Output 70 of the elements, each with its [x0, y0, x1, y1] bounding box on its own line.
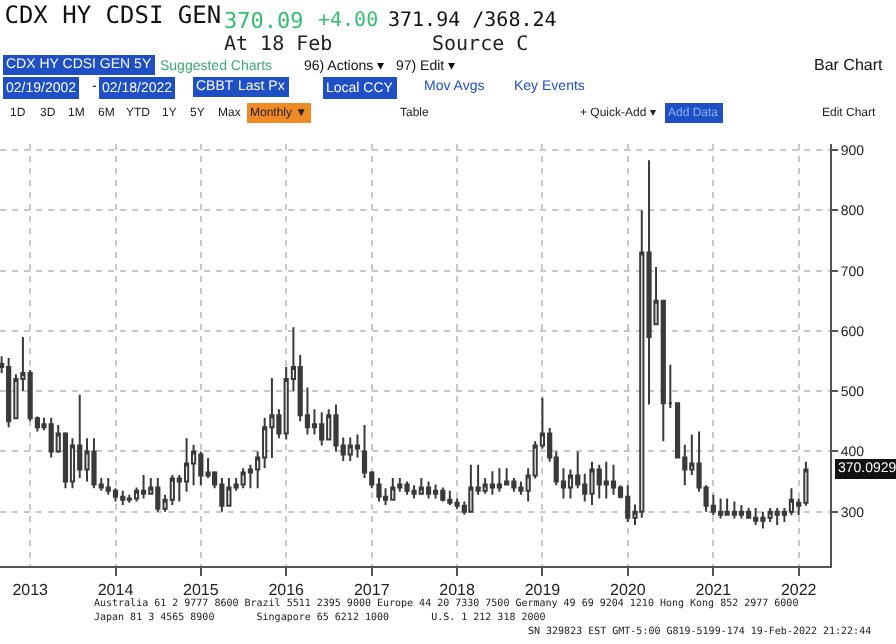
- candlestick: [788, 487, 795, 517]
- candlestick: [411, 484, 417, 500]
- candlestick: [767, 507, 773, 523]
- candlestick: [319, 411, 325, 447]
- candlestick: [496, 467, 502, 493]
- candlestick: [120, 489, 126, 507]
- x-tick-label: 2020: [609, 581, 647, 600]
- text: Bar Chart: [814, 56, 885, 74]
- candlestick: [432, 483, 439, 500]
- candlestick: [48, 416, 54, 459]
- x-tick-label: 2018: [439, 581, 476, 600]
- candlestick: [425, 480, 432, 500]
- text: 371.94 /368.24: [388, 10, 557, 32]
- x-tick-label: 2013: [12, 581, 50, 600]
- text: +4.00: [318, 10, 379, 32]
- candlestick: [753, 507, 759, 526]
- candlestick: [589, 460, 595, 507]
- candlestick: [440, 486, 446, 503]
- candlestick: [105, 476, 111, 496]
- candlestick: [760, 510, 766, 530]
- candlestick: [610, 463, 617, 496]
- candlestick: [404, 480, 410, 496]
- text: At 18 Feb: [224, 34, 333, 56]
- candlestick: [333, 403, 339, 453]
- x-tick-label: 2015: [183, 581, 220, 600]
- candlestick: [454, 497, 460, 510]
- candlestick: [710, 493, 716, 517]
- candlestick: [190, 443, 197, 487]
- candlestick: [397, 476, 403, 493]
- x-tick-label: 2022: [780, 581, 818, 600]
- candlestick: [169, 473, 175, 507]
- candlestick: [354, 433, 361, 459]
- candlestick: [219, 476, 225, 513]
- candlestick: [62, 431, 69, 490]
- candlestick: [91, 437, 97, 490]
- candlestick: [746, 507, 752, 520]
- chart-title: CDX HY CDSI GEN: [4, 0, 222, 29]
- candlestick: [511, 476, 517, 493]
- x-tick-label: 2019: [524, 581, 562, 600]
- candlestick: [596, 463, 602, 500]
- candlestick: [803, 460, 809, 507]
- candlestick: [6, 357, 12, 429]
- candlestick: [468, 463, 474, 513]
- candlestick: [774, 507, 780, 526]
- candlestick: [625, 484, 631, 523]
- candlestick: [155, 476, 161, 513]
- candlestick: [489, 470, 495, 496]
- candlestick: [390, 476, 396, 501]
- source-note: Source C: [432, 34, 529, 56]
- x-tick-label: 2017: [353, 581, 391, 600]
- candlestick: [738, 504, 744, 520]
- candlestick: [347, 436, 353, 463]
- candlestick: [418, 476, 424, 496]
- candlestick: [376, 476, 382, 503]
- candlestick: [603, 460, 609, 500]
- candlestick: [447, 489, 453, 507]
- text: 370.09: [224, 8, 304, 34]
- candlestick: [140, 473, 147, 500]
- candlestick: [126, 493, 132, 504]
- candlestick: [724, 497, 730, 517]
- candlestick: [240, 467, 246, 490]
- x-tick-label: 2014: [97, 581, 135, 600]
- candlestick: [731, 500, 737, 520]
- x-tick-label: 2021: [695, 581, 733, 600]
- candlestick: [717, 497, 724, 520]
- candlestick: [269, 376, 275, 460]
- candlestick: [504, 467, 510, 487]
- candlestick: [198, 450, 204, 487]
- candlestick: [226, 476, 232, 507]
- x-tick-label: 2016: [268, 581, 306, 600]
